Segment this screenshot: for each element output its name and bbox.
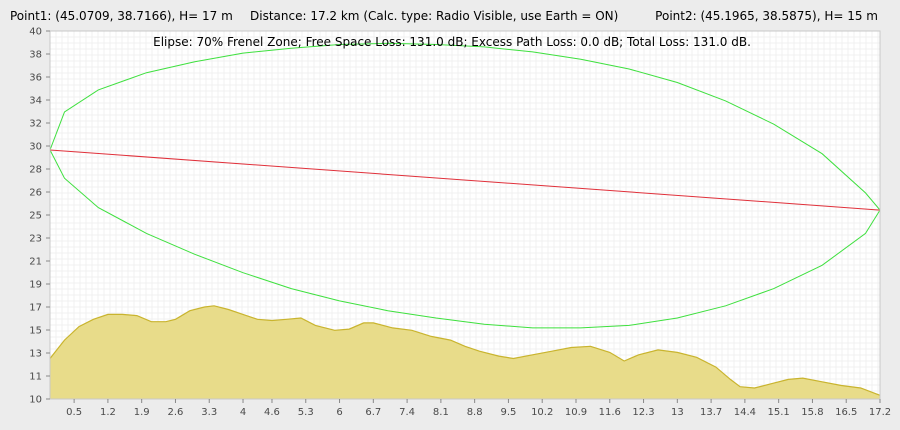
y-tick-label: 21 bbox=[29, 257, 42, 268]
x-tick-label: 10.2 bbox=[531, 407, 553, 418]
x-tick-label: 5.3 bbox=[298, 407, 314, 418]
x-tick-label: 7.4 bbox=[399, 407, 415, 418]
y-tick-label: 26 bbox=[29, 188, 42, 199]
x-tick-label: 1.2 bbox=[100, 407, 116, 418]
x-tick-label: 4.6 bbox=[264, 407, 280, 418]
x-tick-label: 0.5 bbox=[66, 407, 82, 418]
x-tick-label: 6 bbox=[336, 407, 342, 418]
y-tick-label: 36 bbox=[29, 73, 42, 84]
y-tick-label: 23 bbox=[29, 234, 42, 245]
y-tick-label: 28 bbox=[29, 165, 42, 176]
x-tick-label: 8.1 bbox=[433, 407, 449, 418]
y-tick-label: 32 bbox=[29, 119, 42, 130]
loss-annotation: Elipse: 70% Frenel Zone; Free Space Loss… bbox=[153, 35, 751, 49]
y-tick-label: 15 bbox=[29, 326, 42, 337]
x-tick-label: 1.9 bbox=[134, 407, 150, 418]
profile-chart: 10 11 13 15 17 19 21 23 25 26 28 30 32 34 36 38 40 0.5 1.… bbox=[29, 27, 891, 419]
x-tick-label: 10.9 bbox=[565, 407, 587, 418]
x-tick-label: 13 bbox=[671, 407, 684, 418]
y-tick-label: 11 bbox=[29, 372, 42, 383]
y-tick-label: 25 bbox=[29, 211, 42, 222]
terrain-outline bbox=[49, 305, 881, 396]
distance-info: Distance: 17.2 km (Calc. type: Radio Vis… bbox=[250, 9, 619, 23]
point1-info: Point1: (45.0709, 38.7166), H= 17 m bbox=[10, 9, 233, 23]
y-tick-label: 40 bbox=[29, 27, 42, 38]
x-tick-label: 4 bbox=[240, 407, 246, 418]
x-tick-label: 12.3 bbox=[632, 407, 654, 418]
y-tick-label: 13 bbox=[29, 349, 42, 360]
x-tick-label: 2.6 bbox=[168, 407, 184, 418]
terrain-area bbox=[50, 305, 880, 399]
x-tick-label: 6.7 bbox=[365, 407, 381, 418]
direct-path-line bbox=[49, 149, 881, 211]
x-axis: 0.5 1.2 1.9 2.6 3.3 4 4.6 5.3 6 6.7 7.4 8.1 8.8 9.5 10… bbox=[66, 399, 891, 418]
y-tick-label: 10 bbox=[29, 395, 42, 406]
x-tick-label: 15.1 bbox=[768, 407, 790, 418]
y-tick-label: 17 bbox=[29, 303, 42, 314]
y-tick-label: 19 bbox=[29, 280, 42, 291]
x-tick-label: 8.8 bbox=[467, 407, 483, 418]
y-tick-label: 34 bbox=[29, 96, 42, 107]
header-bar: Point1: (45.0709, 38.7166), H= 17 m Dist… bbox=[0, 0, 900, 28]
x-tick-label: 13.7 bbox=[700, 407, 722, 418]
x-tick-label: 16.5 bbox=[835, 407, 857, 418]
y-tick-label: 30 bbox=[29, 142, 42, 153]
x-tick-label: 11.6 bbox=[599, 407, 621, 418]
x-tick-label: 14.4 bbox=[734, 407, 756, 418]
point2-info: Point2: (45.1965, 38.5875), H= 15 m bbox=[655, 9, 878, 23]
y-axis: 10 11 13 15 17 19 21 23 25 26 28 30 32 34 36 38 40 bbox=[29, 27, 50, 406]
x-tick-label: 3.3 bbox=[201, 407, 217, 418]
x-tick-label: 9.5 bbox=[500, 407, 516, 418]
x-tick-label: 15.8 bbox=[801, 407, 823, 418]
x-tick-label: 17.2 bbox=[869, 407, 891, 418]
y-tick-label: 38 bbox=[29, 50, 42, 61]
